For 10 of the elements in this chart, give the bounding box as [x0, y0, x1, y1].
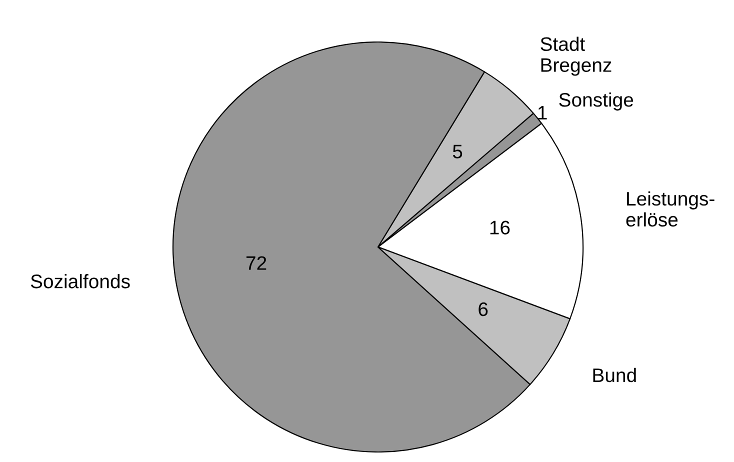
- data-label: 16: [490, 220, 510, 234]
- slice-label: Leistungs- erlöse: [626, 191, 714, 227]
- data-label: 72: [246, 256, 266, 270]
- slice-label: Stadt Bregenz: [540, 36, 612, 76]
- data-label: 1: [538, 106, 547, 120]
- data-label: 6: [478, 302, 488, 316]
- data-label: 5: [452, 144, 462, 158]
- slice-label: Sozialfonds: [30, 274, 130, 288]
- slice-label: Bund: [593, 368, 636, 382]
- slice-label: Sonstige: [559, 92, 634, 111]
